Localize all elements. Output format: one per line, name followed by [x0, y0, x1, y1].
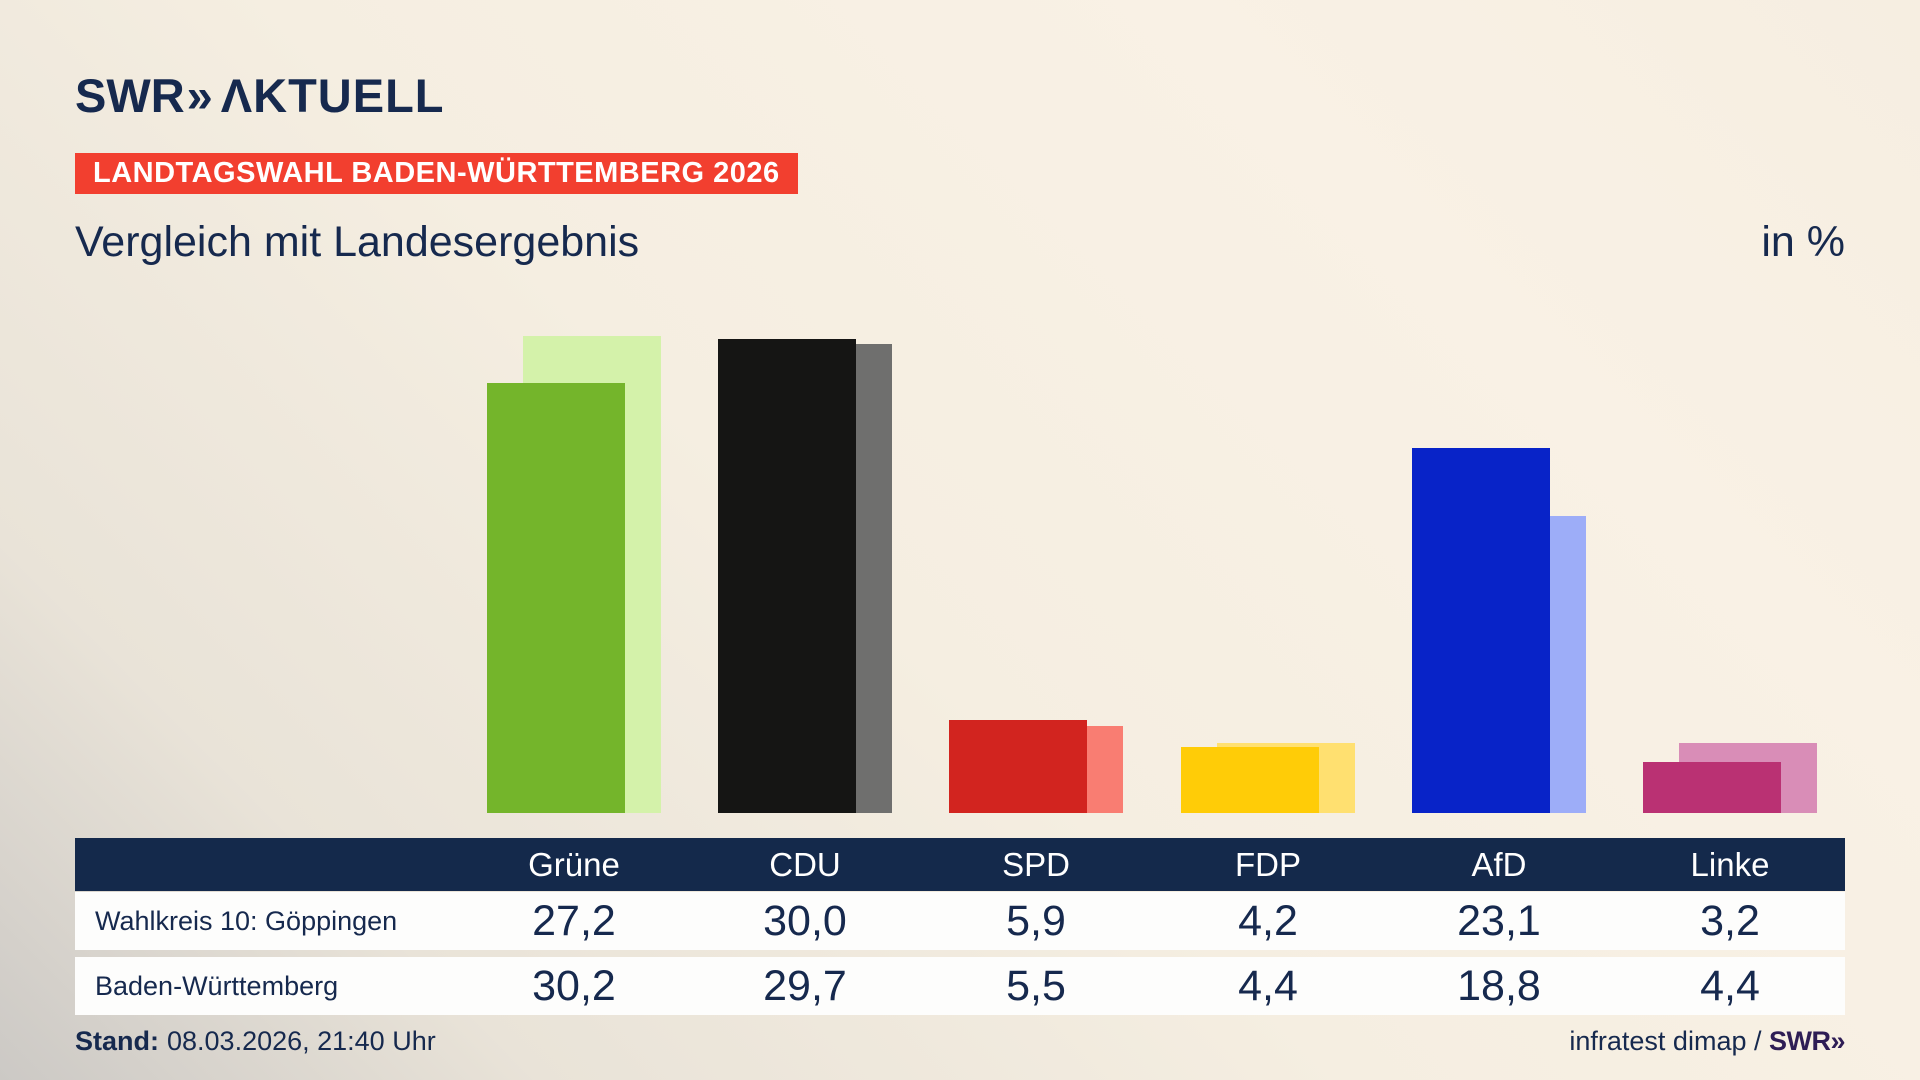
swr-aktuell-logo: SWR» ΛKTUELL	[75, 68, 445, 123]
bar-fdp-wahlkreis	[1180, 747, 1319, 813]
party-header-spd: SPD	[1002, 846, 1070, 883]
bar-chart	[487, 336, 1817, 813]
value-cell-afd: 23,1	[1457, 897, 1541, 945]
table-row-wahlkreis: Wahlkreis 10: Göppingen 27,2 30,0 5,9 4,2 23…	[75, 892, 1845, 950]
swr-wordmark: SWR	[75, 69, 185, 122]
source-credit: infratest dimap / SWR»	[1569, 1026, 1845, 1057]
party-header-linke: Linke	[1690, 846, 1770, 883]
value-cell-spd: 5,9	[1006, 897, 1066, 945]
party-header-fdp: FDP	[1235, 846, 1301, 883]
value-cell-afd: 18,8	[1457, 962, 1541, 1010]
value-cell-cdu: 29,7	[763, 962, 847, 1010]
bar-cdu-wahlkreis	[718, 339, 857, 813]
bar-spd-wahlkreis	[949, 720, 1088, 813]
party-header-cdu: CDU	[769, 846, 841, 883]
page-title: Vergleich mit Landesergebnis	[75, 218, 640, 266]
row-label: Baden-Württemberg	[95, 971, 339, 1001]
value-cell-linke: 3,2	[1700, 897, 1760, 945]
value-cell-spd: 5,5	[1006, 962, 1066, 1010]
table-header-row: Grüne CDU SPD FDP AfD Linke	[75, 838, 1845, 891]
stand-label: Stand:	[75, 1026, 159, 1056]
bar-gruene-wahlkreis	[487, 383, 625, 813]
status-line: Stand: 08.03.2026, 21:40 Uhr	[75, 1026, 436, 1057]
source-swr-logo: SWR»	[1768, 1026, 1846, 1056]
unit-label: in %	[1761, 218, 1845, 266]
value-cell-gruene: 30,2	[532, 962, 616, 1010]
row-label: Wahlkreis 10: Göppingen	[95, 906, 398, 936]
stand-value: 08.03.2026, 21:40 Uhr	[167, 1026, 436, 1056]
bar-linke-wahlkreis	[1643, 762, 1781, 813]
value-cell-linke: 4,4	[1700, 962, 1760, 1010]
value-cell-gruene: 27,2	[532, 897, 616, 945]
party-header-gruene: Grüne	[528, 846, 620, 883]
party-header-afd: AfD	[1471, 846, 1527, 883]
table-row-land: Baden-Württemberg 30,2 29,7 5,5 4,4 18,8 4,4	[75, 957, 1845, 1015]
value-cell-fdp: 4,2	[1238, 897, 1298, 945]
bar-afd-wahlkreis	[1411, 448, 1550, 813]
value-cell-cdu: 30,0	[763, 897, 847, 945]
value-cell-fdp: 4,4	[1238, 962, 1298, 1010]
election-badge: LANDTAGSWAHL BADEN-WÜRTTEMBERG 2026	[75, 153, 798, 194]
aktuell-wordmark: ΛKTUELL	[220, 69, 445, 122]
source-text: infratest dimap /	[1569, 1026, 1769, 1056]
